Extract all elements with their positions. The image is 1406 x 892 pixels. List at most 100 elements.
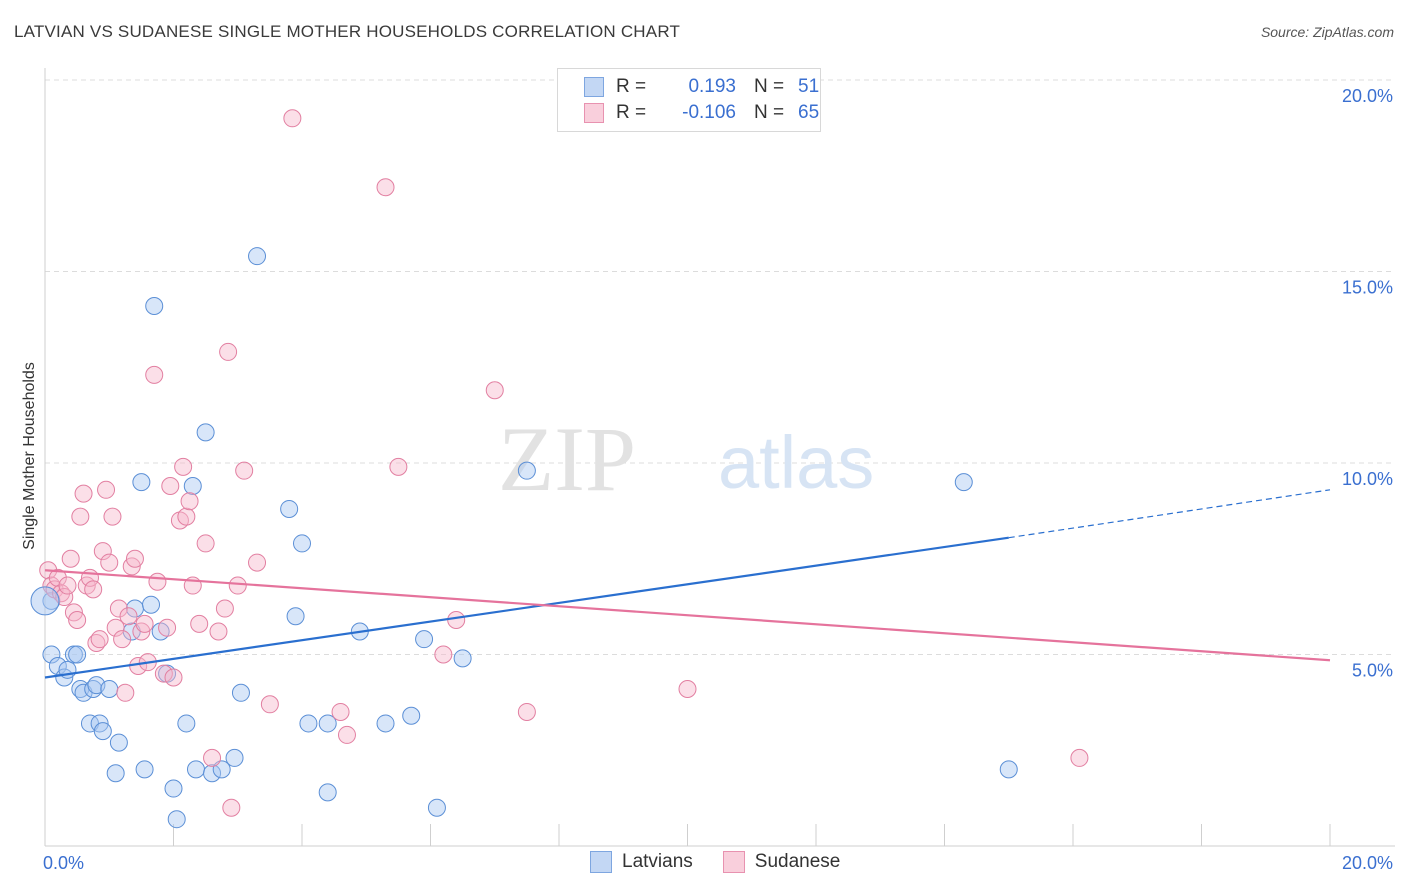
sudanese-point [61,549,80,568]
sudanese-point [48,568,67,587]
y-tick-label: 20.0% [1342,86,1393,106]
axes [44,68,1395,847]
sudanese-legend-label: Sudanese [754,851,841,872]
latvians-point [145,296,164,315]
sudanese-swatch [584,103,604,123]
latvians-point [248,247,267,266]
r-value: -0.106 [682,102,736,123]
latvians-point [318,783,337,802]
latvians-point [135,760,154,779]
sudanese-point [260,695,279,714]
latvians-point [30,586,60,616]
sudanese-point [190,614,209,633]
latvians-point [100,679,119,698]
sudanese-point [196,534,215,553]
data-points [30,109,1089,829]
chart-title: LATVIAN VS SUDANESE SINGLE MOTHER HOUSEH… [14,22,681,41]
sudanese-point [485,381,504,400]
sudanese-point [148,572,167,591]
sudanese-point [97,480,116,499]
latvians-trend-line [44,536,1009,679]
latvians-point [402,706,421,725]
latvians-point [415,630,434,649]
latvians-trend-extension [1008,489,1331,539]
latvians-point [93,722,112,741]
n-value: 51 [798,76,820,97]
sudanese-point [219,342,238,361]
sudanese-point [119,607,138,626]
sudanese-point [125,549,144,568]
watermark-atlas: atlas [718,421,874,504]
sudanese-point [90,630,109,649]
sudanese-point [71,507,90,526]
latvians-point [318,714,337,733]
source-label: Source: ZipAtlas.com [1260,24,1394,40]
sudanese-point [517,702,536,721]
sudanese-point [164,668,183,687]
sudanese-point [135,614,154,633]
n-label: N = [754,102,785,123]
legend-item-sudanese[interactable]: Sudanese [722,851,841,873]
sudanese-point [215,599,234,618]
latvians-point [999,760,1018,779]
sudanese-point [203,748,222,767]
latvians-point [293,534,311,553]
latvians-point [954,473,973,492]
sudanese-point [68,611,87,630]
sudanese-point [1070,748,1089,767]
sudanese-point [158,618,177,637]
x-tick-label: 20.0% [1342,853,1393,873]
sudanese-point [74,484,93,503]
latvians-point [142,595,161,614]
latvians-point [167,810,186,829]
sudanese-legend-swatch [722,851,745,873]
sudanese-point [177,507,196,526]
sudanese-point [174,457,193,476]
latvians-point [183,476,202,495]
n-label: N = [754,76,785,97]
trend-lines [44,489,1331,679]
latvians-point [164,779,183,798]
sudanese-point [447,611,466,630]
grid-lines [45,79,1395,655]
x-tick-label: 0.0% [43,853,84,873]
latvians-point [68,645,87,664]
latvians-point [517,461,536,480]
sudanese-point [283,109,302,128]
latvians-point [427,798,446,817]
y-tick-label: 15.0% [1342,278,1393,298]
latvians-point [196,423,215,442]
sudanese-point [434,645,453,664]
latvians-point [453,649,472,668]
sudanese-point [93,542,112,561]
sudanese-point [376,178,395,197]
latvians-point [48,656,67,675]
sudanese-point [678,679,697,698]
latvians-point [212,760,231,779]
latvians-legend-label: Latvians [622,851,693,872]
sudanese-point [103,507,122,526]
sudanese-point [209,622,228,641]
sudanese-point [58,576,77,595]
latvians-point [299,714,318,733]
latvians-point [42,645,61,664]
sudanese-point [113,630,132,649]
latvians-point [109,733,128,752]
sudanese-point [222,798,241,817]
n-value: 65 [798,102,820,123]
legend-item-latvians[interactable]: Latvians [590,851,693,873]
sudanese-point [331,702,350,721]
latvians-point [376,714,395,733]
sudanese-point [106,618,125,637]
latvians-point [286,607,305,626]
r-label: R = [616,76,647,97]
y-tick-label: 10.0% [1342,469,1393,489]
sudanese-point [235,461,254,480]
sudanese-trend-line [44,569,1331,662]
latvians-point [132,473,151,492]
latvians-point [177,714,196,733]
stats-legend: R = 0.193 N = 51 R = -0.106 N = 65 [557,68,821,132]
y-tick-label: 5.0% [1352,661,1393,681]
latvians-point [203,764,222,783]
